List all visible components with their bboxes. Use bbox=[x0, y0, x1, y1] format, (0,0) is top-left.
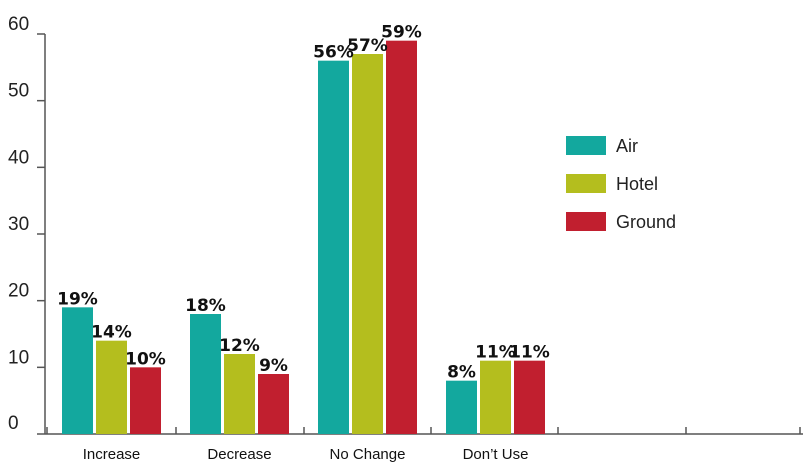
legend-label-air: Air bbox=[616, 136, 638, 156]
y-axis: 0 10 20 30 40 50 60 bbox=[8, 14, 46, 435]
data-label-air-decrease: 18% bbox=[185, 296, 226, 316]
legend-swatch-hotel bbox=[566, 174, 606, 193]
x-tick-label: No Change bbox=[330, 446, 406, 463]
bar-air-no-change bbox=[318, 60, 349, 435]
legend-swatch-air bbox=[566, 136, 606, 155]
data-labels: 19% 18% 56% 8% 14% 12% 57% 11% 10% 9% 59% 11% bbox=[57, 23, 550, 383]
data-label-hotel-decrease: 12% bbox=[219, 336, 260, 356]
bar-hotel-no-change bbox=[352, 54, 383, 434]
y-tick-label: 20 bbox=[8, 281, 29, 302]
y-tick-label: 50 bbox=[8, 81, 29, 102]
bar-hotel-decrease bbox=[224, 354, 255, 434]
legend-swatch-ground bbox=[566, 212, 606, 231]
bar-air-increase bbox=[62, 307, 93, 434]
legend: Air Hotel Ground bbox=[566, 136, 676, 232]
bar-ground-increase bbox=[130, 367, 161, 434]
data-label-air-don-t-use: 8% bbox=[447, 363, 476, 383]
bar-air-don-t-use bbox=[446, 380, 477, 434]
x-tick-label: Decrease bbox=[207, 446, 271, 463]
data-label-air-increase: 19% bbox=[57, 289, 98, 309]
y-tick-label: 0 bbox=[8, 413, 19, 434]
data-label-hotel-don-t-use: 11% bbox=[475, 343, 516, 363]
bars bbox=[62, 40, 545, 435]
bar-ground-don-t-use bbox=[514, 360, 545, 434]
data-label-ground-don-t-use: 11% bbox=[509, 343, 550, 363]
legend-label-ground: Ground bbox=[616, 212, 676, 232]
data-label-ground-decrease: 9% bbox=[259, 356, 288, 376]
bar-air-decrease bbox=[190, 314, 221, 434]
bar-hotel-don-t-use bbox=[480, 360, 511, 434]
data-label-air-no-change: 56% bbox=[313, 43, 354, 63]
x-tick-label: Don’t Use bbox=[463, 446, 529, 463]
x-tick-label: Increase bbox=[83, 446, 141, 463]
data-label-hotel-no-change: 57% bbox=[347, 36, 388, 56]
y-tick-label: 30 bbox=[8, 214, 29, 235]
bar-ground-decrease bbox=[258, 374, 289, 434]
y-tick-label: 60 bbox=[8, 14, 29, 35]
data-label-hotel-increase: 14% bbox=[91, 323, 132, 343]
data-label-ground-no-change: 59% bbox=[381, 23, 422, 43]
legend-label-hotel: Hotel bbox=[616, 174, 658, 194]
data-label-ground-increase: 10% bbox=[125, 349, 166, 369]
bar-hotel-increase bbox=[96, 340, 127, 434]
y-tick-label: 10 bbox=[8, 347, 29, 368]
x-axis: Increase Decrease No Change Don’t Use bbox=[45, 427, 803, 463]
bar-ground-no-change bbox=[386, 40, 417, 435]
y-tick-label: 40 bbox=[8, 147, 29, 168]
